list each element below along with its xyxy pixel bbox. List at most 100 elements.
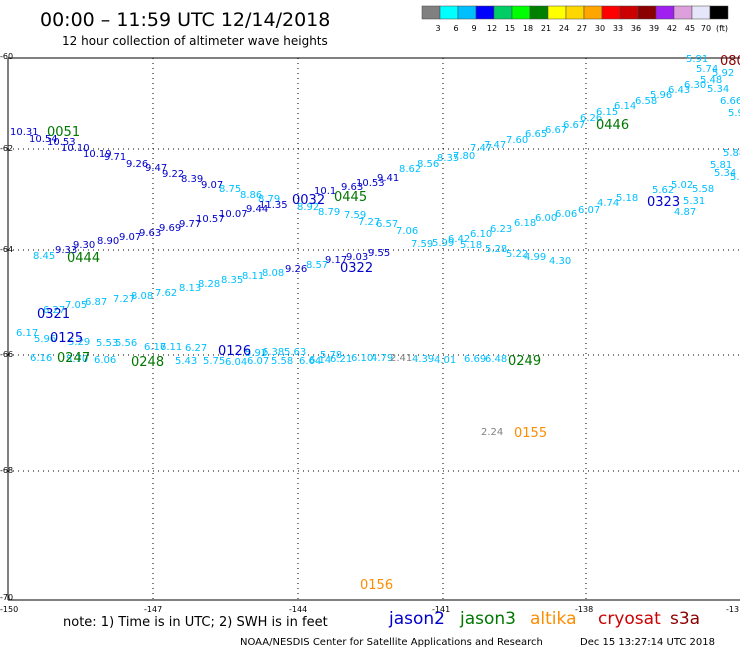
- legend-swatch: [421, 5, 441, 20]
- legend-swatch: [583, 5, 603, 20]
- swh-value: 9.47: [145, 163, 167, 174]
- swh-value: 9.26: [285, 264, 307, 275]
- page-title: 00:00 – 11:59 UTC 12/14/2018: [40, 9, 330, 31]
- legend-swatch: [619, 5, 639, 20]
- map-grid: [8, 58, 740, 600]
- swh-value: 5.70: [66, 354, 88, 365]
- swh-value: 2.24: [481, 427, 503, 438]
- swh-value: 9.77: [179, 219, 201, 230]
- lon-label: -13: [726, 605, 739, 614]
- swh-value: 10.31: [10, 127, 39, 138]
- swh-value: 6.23: [490, 224, 512, 235]
- swh-value: 6.38: [262, 347, 284, 358]
- swh-value: 10.53: [356, 178, 385, 189]
- lat-label: -64: [0, 245, 13, 254]
- swh-value: 8.11: [242, 271, 264, 282]
- swh-value: 6.87: [85, 297, 107, 308]
- swh-value: 11.35: [259, 200, 288, 211]
- footer-note: note: 1) Time is in UTC; 2) SWH is in fe…: [63, 615, 328, 630]
- swh-value: 9.17: [325, 255, 347, 266]
- pass-time-label: 0032: [292, 193, 325, 208]
- pass-time-label: 0322: [340, 261, 373, 276]
- legend-swatch: [475, 5, 495, 20]
- swh-value: 5.91: [686, 54, 708, 65]
- swh-value: 10.54: [29, 134, 58, 145]
- swh-value: 4.99: [524, 252, 546, 263]
- legend-swatch: [709, 5, 729, 20]
- swh-value: 9.41: [377, 173, 399, 184]
- swh-value: 6.27: [43, 305, 65, 316]
- swh-value: 6.00: [535, 213, 557, 224]
- swh-value: 5.43: [175, 356, 197, 367]
- legend-label: 30: [595, 24, 605, 33]
- swh-value: 7.59: [411, 239, 433, 250]
- legend-label: 3: [435, 24, 440, 33]
- pass-time-label: 0248: [131, 355, 164, 370]
- swh-value: 6.26: [580, 113, 602, 124]
- swh-value: 8.90: [97, 236, 119, 247]
- swh-value: 6.64: [299, 356, 321, 367]
- pass-time-label: 0247: [57, 351, 90, 366]
- legend-label: 33: [613, 24, 623, 33]
- swh-value: 8.08: [262, 268, 284, 279]
- legend-swatch: [655, 5, 675, 20]
- swh-value: 9.30: [73, 240, 95, 251]
- pass-time-label: 0321: [37, 307, 70, 322]
- swh-value: 5.48: [700, 75, 722, 86]
- swh-value: 5.99: [432, 238, 454, 249]
- swh-value: 2.41: [390, 353, 412, 364]
- swh-value: 6.42: [448, 234, 470, 245]
- pass-time-label: 0323: [647, 195, 680, 210]
- swh-value: 9.55: [368, 248, 390, 259]
- swh-value: 5.34: [714, 168, 736, 179]
- swh-value: 9.26: [126, 159, 148, 170]
- swh-value: 5.81: [710, 160, 732, 171]
- legend-swatch: [493, 5, 513, 20]
- legend-swatch: [601, 5, 621, 20]
- swh-value: 6.65: [525, 129, 547, 140]
- swh-value: 8.35: [221, 275, 243, 286]
- longitude-axis: -150 -147 -144 -141 -138 -13: [0, 605, 739, 614]
- swh-value: 5.47: [730, 172, 740, 183]
- swh-value: 4.74: [597, 198, 619, 209]
- swh-value: 5.88: [723, 148, 740, 159]
- swh-value: 7.05: [65, 300, 87, 311]
- swh-value: 5.92: [712, 68, 734, 79]
- legend-label: 24: [559, 24, 569, 33]
- pass-time-label: 0125: [50, 331, 83, 346]
- swh-value: 6.58: [635, 96, 657, 107]
- swh-value: 5.53: [96, 338, 118, 349]
- swh-value: 6.48: [485, 354, 507, 365]
- legend-label: 18: [523, 24, 533, 33]
- swh-value: 6.14: [309, 355, 331, 366]
- swh-value: 6.15: [596, 107, 618, 118]
- legend-label: 36: [631, 24, 641, 33]
- swh-value: 5.58: [692, 184, 714, 195]
- legend-swatch: [565, 5, 585, 20]
- swh-value: 6.27: [185, 343, 207, 354]
- swh-value: 8.86: [240, 190, 262, 201]
- satellite-legend-item: altika: [530, 609, 577, 629]
- swh-value: 10.10: [61, 143, 90, 154]
- lon-label: -150: [0, 605, 18, 614]
- satellite-legend-item: jason3: [459, 609, 516, 629]
- swh-value: 4.30: [549, 256, 571, 267]
- swh-value: 6.69: [464, 354, 486, 365]
- pass-time-label: 0155: [514, 426, 547, 441]
- swh-value: 5.63: [284, 347, 306, 358]
- swh-value: 5.74: [696, 64, 718, 75]
- swh-value: 6.16: [30, 353, 52, 364]
- swh-value: 6.10: [470, 229, 492, 240]
- satellite-legend-item: jason2: [388, 609, 445, 629]
- swh-value: 10.19: [83, 149, 112, 160]
- legend-label: 9: [471, 24, 476, 33]
- legend-label: 42: [667, 24, 677, 33]
- swh-value: 8.13: [179, 283, 201, 294]
- lon-label: -144: [289, 605, 307, 614]
- swh-color-legend: 3 6 9 12 15 18 21 24 27 30 33 36 39 42 45 70 (ft): [421, 5, 729, 33]
- swh-value: 5.18: [460, 240, 482, 251]
- swh-value: 8.56: [417, 159, 439, 170]
- swh-value: 6.21: [330, 354, 352, 365]
- swh-value: 9.71: [104, 152, 126, 163]
- satellite-legend: jason2 jason3 altika cryosat s3a: [388, 609, 700, 629]
